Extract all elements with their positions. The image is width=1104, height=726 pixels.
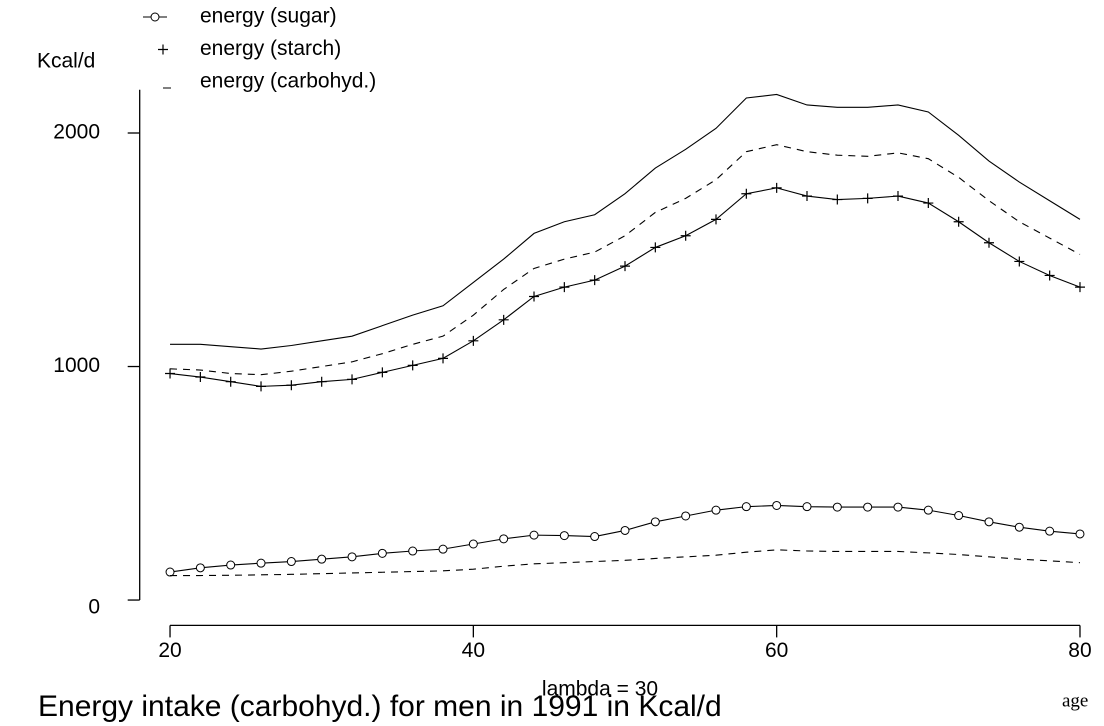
data-point bbox=[165, 368, 176, 379]
data-point bbox=[984, 517, 994, 527]
data-point bbox=[226, 560, 236, 570]
data-point bbox=[954, 511, 964, 521]
data-point bbox=[256, 381, 267, 392]
data-point bbox=[620, 261, 631, 272]
data-point bbox=[923, 505, 933, 515]
data-point bbox=[832, 194, 843, 205]
data-point bbox=[347, 374, 358, 385]
data-point bbox=[862, 193, 873, 204]
data-point bbox=[438, 353, 449, 364]
y-tick-label: 2000 bbox=[53, 121, 100, 144]
data-point bbox=[286, 557, 296, 567]
data-point bbox=[711, 505, 721, 515]
data-point bbox=[1014, 256, 1025, 267]
chart-title: Energy intake (carbohyd.) for men in 199… bbox=[38, 690, 722, 723]
legend-label: energy (carbohyd.) bbox=[200, 70, 376, 93]
series-line bbox=[170, 93, 1081, 350]
x-tick-label: 60 bbox=[765, 639, 788, 662]
legend-symbol bbox=[150, 12, 160, 22]
data-point bbox=[408, 546, 418, 556]
y-tick-label: 0 bbox=[88, 596, 100, 619]
series-line bbox=[169, 504, 1081, 573]
series-line bbox=[170, 144, 1081, 376]
data-point bbox=[195, 372, 206, 383]
data-point bbox=[983, 237, 994, 248]
data-point bbox=[681, 511, 691, 521]
data-point bbox=[1075, 529, 1085, 539]
data-point bbox=[407, 360, 418, 371]
subtitle: lambda = 30 bbox=[542, 678, 658, 701]
data-point bbox=[559, 531, 569, 541]
data-point bbox=[559, 282, 570, 293]
data-point bbox=[529, 291, 540, 302]
data-point bbox=[801, 191, 812, 202]
data-point bbox=[317, 554, 327, 564]
data-point bbox=[953, 216, 964, 227]
series-line bbox=[170, 549, 1081, 577]
data-point bbox=[195, 563, 205, 573]
data-point bbox=[892, 191, 903, 202]
data-point bbox=[680, 230, 691, 241]
data-point bbox=[225, 376, 236, 387]
data-point bbox=[377, 548, 387, 558]
data-point bbox=[1045, 526, 1055, 536]
legend-label: energy (sugar) bbox=[200, 5, 337, 28]
legend-label: energy (starch) bbox=[200, 37, 341, 60]
x-tick-label: 20 bbox=[158, 639, 181, 662]
legend-symbol bbox=[158, 44, 168, 55]
y-axis-label: Kcal/d bbox=[37, 50, 95, 73]
data-point bbox=[711, 214, 722, 225]
data-point bbox=[589, 275, 600, 286]
data-point bbox=[832, 502, 842, 512]
series-line bbox=[169, 187, 1081, 387]
data-point bbox=[590, 532, 600, 542]
data-point bbox=[438, 544, 448, 554]
data-point bbox=[741, 502, 751, 512]
x-tick-label: 80 bbox=[1068, 639, 1091, 662]
data-point bbox=[620, 525, 630, 535]
data-point bbox=[165, 567, 175, 577]
data-point bbox=[923, 198, 934, 209]
data-point bbox=[741, 188, 752, 199]
data-point bbox=[893, 502, 903, 512]
data-point bbox=[1044, 270, 1055, 281]
y-tick-label: 1000 bbox=[53, 354, 100, 377]
data-point bbox=[650, 242, 661, 253]
data-point bbox=[499, 534, 509, 544]
data-point bbox=[498, 314, 509, 325]
data-point bbox=[468, 335, 479, 346]
x-axis-label: age bbox=[1062, 690, 1088, 711]
data-point bbox=[802, 502, 812, 512]
data-point bbox=[529, 530, 539, 540]
data-point bbox=[1014, 522, 1024, 532]
data-point bbox=[650, 517, 660, 527]
data-point bbox=[863, 502, 873, 512]
data-point bbox=[771, 182, 782, 193]
data-point bbox=[1074, 282, 1085, 293]
data-point bbox=[316, 376, 327, 387]
data-point bbox=[377, 367, 388, 378]
data-point bbox=[347, 552, 357, 562]
data-point bbox=[468, 539, 478, 549]
data-point bbox=[286, 380, 297, 391]
data-point bbox=[256, 558, 266, 568]
x-tick-label: 40 bbox=[462, 639, 485, 662]
data-point bbox=[772, 500, 782, 510]
